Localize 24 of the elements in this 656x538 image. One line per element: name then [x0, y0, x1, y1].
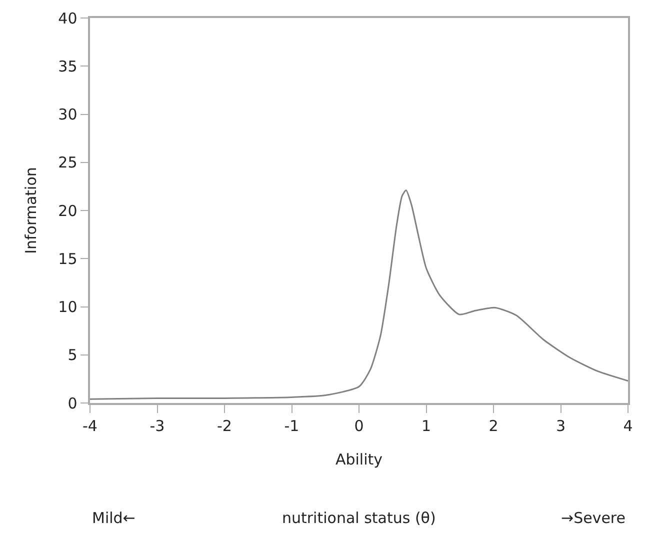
x-tick-label: 2 — [488, 416, 498, 435]
y-tick-label: 15 — [58, 250, 78, 268]
x-tick-label: -4 — [82, 416, 98, 435]
line-series — [90, 190, 628, 400]
x-tick-label: -3 — [150, 416, 165, 435]
text: Mild← — [92, 509, 136, 527]
x-tick-label: 4 — [623, 416, 633, 435]
x-tick-label: -1 — [284, 416, 300, 435]
x-tick-label: 3 — [556, 416, 566, 435]
text: nutritional status (θ) — [282, 509, 436, 527]
y-tick-label: 30 — [58, 106, 78, 124]
y-tick-label: 35 — [58, 57, 78, 76]
y-tick-label: 5 — [68, 346, 78, 364]
y-tick-label: 20 — [58, 202, 78, 220]
x-tick-label: 0 — [354, 416, 364, 435]
y-tick-label: 40 — [58, 9, 78, 28]
y-tick-label: 0 — [68, 394, 78, 412]
x-tick-label: -2 — [217, 416, 232, 435]
y-axis-title: Information — [22, 167, 40, 254]
y-tick-label: 10 — [58, 298, 78, 316]
x-tick-label: 1 — [421, 416, 432, 435]
x-axis-title: Ability — [335, 450, 383, 468]
y-tick-label: 25 — [58, 154, 78, 172]
text: →Severe — [561, 509, 626, 527]
